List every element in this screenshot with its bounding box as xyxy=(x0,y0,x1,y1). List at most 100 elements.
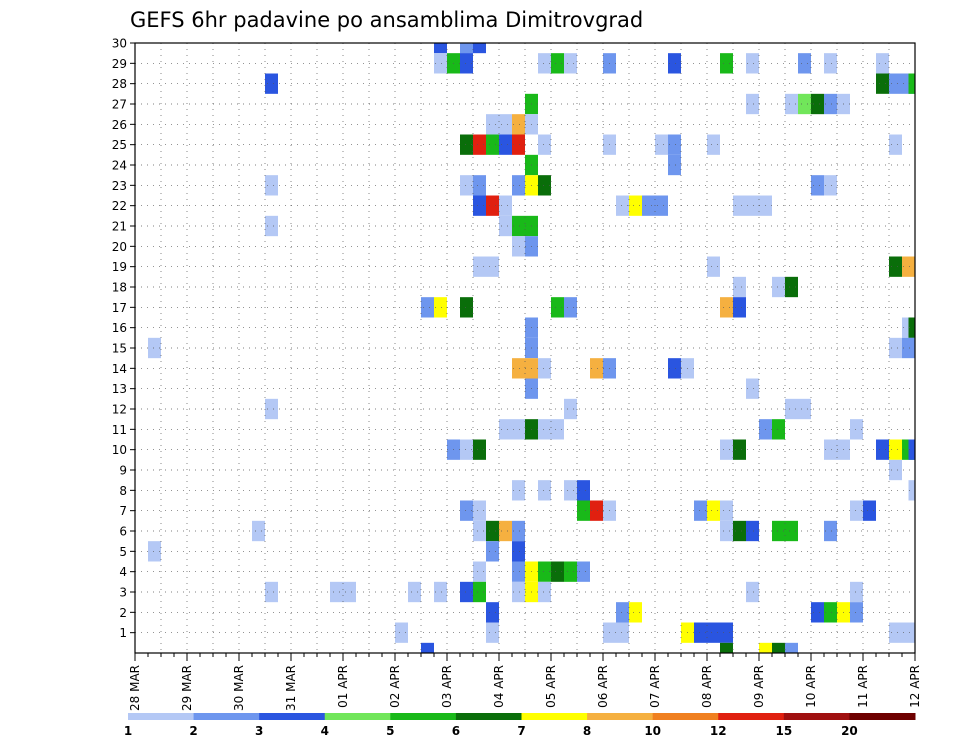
heatmap-cell xyxy=(499,520,512,542)
color-legend: 1 2 3 4 5 6 7 8 10 12 15 20 xyxy=(124,713,916,738)
heatmap-cell xyxy=(772,276,785,298)
heatmap-cell xyxy=(434,297,447,318)
heatmap-cell xyxy=(473,439,486,460)
heatmap-cell xyxy=(908,480,915,501)
heatmap-cell xyxy=(629,195,642,216)
heatmap-cell xyxy=(512,419,525,440)
heatmap-cell xyxy=(486,195,499,216)
heatmap-cell xyxy=(798,398,811,420)
heatmap-cell xyxy=(538,175,551,196)
heatmap-cell xyxy=(824,53,837,74)
heatmap-cell xyxy=(512,236,525,257)
legend-boundary-label: 5 xyxy=(386,724,394,738)
heatmap-cell xyxy=(655,134,668,155)
x-tick-label: 01 APR xyxy=(336,665,350,708)
heatmap-cell xyxy=(785,642,798,653)
heatmap-cell xyxy=(564,480,577,501)
y-tick-label: 8 xyxy=(119,484,127,498)
heatmap-cell xyxy=(772,419,785,440)
heatmap-cell xyxy=(265,73,278,94)
heatmap-cell xyxy=(512,175,525,196)
heatmap-cell xyxy=(733,520,746,542)
heatmap-cell xyxy=(798,93,811,115)
heatmap-cell xyxy=(538,419,551,440)
y-tick-label: 3 xyxy=(119,586,127,600)
heatmap-cell xyxy=(577,480,590,501)
heatmap-cell xyxy=(850,602,863,623)
heatmap-cell xyxy=(512,358,525,379)
heatmap-cell xyxy=(876,439,889,460)
heatmap-cell xyxy=(850,419,863,440)
heatmap-cell xyxy=(551,53,564,74)
heatmap-cell xyxy=(876,53,889,74)
heatmap-cell xyxy=(512,480,525,501)
heatmap-cell xyxy=(720,642,733,653)
heatmap-cell xyxy=(694,622,707,643)
heatmap-cell xyxy=(512,561,525,582)
heatmap-cell xyxy=(148,337,161,359)
heatmap-cell xyxy=(460,439,473,460)
heatmap-cell xyxy=(265,215,278,237)
x-tick-label: 12 APR xyxy=(908,665,922,708)
grid-lines xyxy=(135,42,915,653)
legend-color-swatch xyxy=(390,713,457,720)
legend-color-swatch xyxy=(587,713,654,720)
heatmap-cell xyxy=(720,53,733,74)
y-tick-label: 22 xyxy=(112,199,127,213)
heatmap-cell xyxy=(908,439,915,460)
heatmap-cell xyxy=(902,337,915,359)
heatmap-cell xyxy=(902,622,915,643)
heatmap-cell xyxy=(538,480,551,501)
heatmap-cell xyxy=(785,398,798,420)
y-tick-label: 25 xyxy=(112,138,127,152)
heatmap-cell xyxy=(811,602,824,623)
legend-boundary-label: 2 xyxy=(189,724,197,738)
heatmap-cell xyxy=(720,520,733,542)
y-tick-label: 7 xyxy=(119,504,127,518)
x-tick-label: 11 APR xyxy=(856,665,870,708)
heatmap-cell xyxy=(733,297,746,318)
heatmap-cell xyxy=(707,134,720,155)
heatmap-cell xyxy=(720,622,733,643)
heatmap-cell xyxy=(759,642,772,653)
heatmap-cell xyxy=(577,500,590,521)
heatmap-cell xyxy=(460,581,473,603)
y-tick-label: 20 xyxy=(112,240,127,254)
heatmap-cell xyxy=(486,114,499,135)
heatmap-cell xyxy=(824,93,837,115)
heatmap-cell xyxy=(902,256,915,277)
x-tick-label: 28 MAR xyxy=(128,665,142,711)
heatmap-cell xyxy=(707,256,720,277)
y-tick-label: 17 xyxy=(112,301,127,315)
x-tick-label: 29 MAR xyxy=(180,665,194,711)
y-tick-label: 4 xyxy=(119,565,127,579)
heatmap-cell xyxy=(824,602,837,623)
heatmap-cell xyxy=(473,43,486,54)
legend-color-swatch xyxy=(128,713,195,720)
heatmap-cell xyxy=(746,53,759,74)
heatmap-cell xyxy=(473,520,486,542)
heatmap-cell xyxy=(720,439,733,460)
heatmap-cell xyxy=(772,642,785,653)
heatmap-cell xyxy=(512,520,525,542)
heatmap-cell xyxy=(330,581,343,603)
heatmap-cell xyxy=(616,602,629,623)
heatmap-cell xyxy=(538,53,551,74)
y-tick-label: 12 xyxy=(112,403,127,417)
x-tick-label: 02 APR xyxy=(388,665,402,708)
heatmap-cell xyxy=(616,622,629,643)
heatmap-cell xyxy=(265,175,278,196)
heatmap-cell xyxy=(889,337,902,359)
heatmap-cell xyxy=(564,398,577,420)
heatmap-cell xyxy=(733,276,746,298)
heatmap-cell xyxy=(668,53,681,74)
heatmap-cell xyxy=(785,520,798,542)
legend-boundary-label: 3 xyxy=(255,724,263,738)
legend-color-swatch xyxy=(455,713,522,720)
heatmap-cell xyxy=(850,581,863,603)
y-tick-label: 23 xyxy=(112,179,127,193)
x-tick-label: 10 APR xyxy=(804,665,818,708)
legend-color-swatch xyxy=(849,713,916,720)
x-tick-label: 07 APR xyxy=(648,665,662,708)
legend-boundary-label: 15 xyxy=(775,724,792,738)
